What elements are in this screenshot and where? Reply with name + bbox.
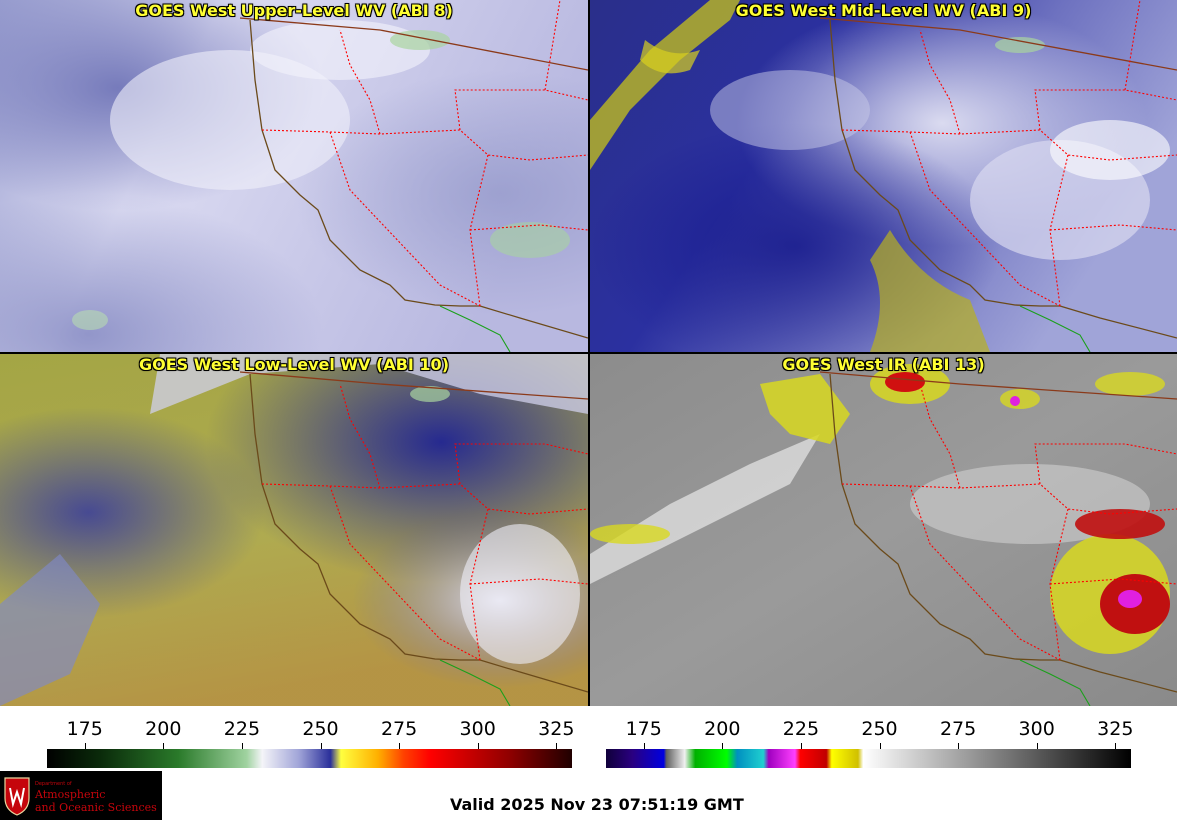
colorbar-tick-label: 175 [66,718,103,740]
colorbar-tick-label: 250 [861,718,898,740]
colorbar-tick-mark [1115,743,1117,749]
colorbar-tick-mark [320,743,322,749]
colorbar-tick-mark [1036,743,1038,749]
colorbar-tick-label: 175 [625,718,662,740]
panel-low-level-wv: GOES West Low-Level WV (ABI 10) [0,354,588,706]
colorbar-tick-label: 200 [704,718,741,740]
valid-time: Valid 2025 Nov 23 07:51:19 GMT [450,795,744,814]
panel-upper-level-wv: GOES West Upper-Level WV (ABI 8) [0,0,588,352]
colorbar-tick-label: 275 [939,718,977,740]
colorbar-tick-label: 225 [782,718,820,740]
panel-divider-horizontal [0,352,1177,354]
panel-title: GOES West Mid-Level WV (ABI 9) [735,1,1032,20]
ir-image [590,354,1177,706]
logo-line-2: Atmospheric and Oceanic Sciences [35,788,157,814]
colorbar-tick-label: 250 [302,718,339,740]
low-level-wv-image [0,354,588,706]
panel-ir: GOES West IR (ABI 13) [590,354,1177,706]
colorbar-tick-label: 300 [459,718,496,740]
colorbar-tick-label: 325 [1097,718,1134,740]
aos-logo: Department of Atmospheric and Oceanic Sc… [0,771,162,820]
colorbar-tick-mark [556,743,558,749]
logo-line-1: Department of [35,781,72,787]
panel-title: GOES West IR (ABI 13) [782,355,985,374]
wv-colorbar: 175 200 225 250 275 300 325 [47,718,575,768]
colorbar-tick-label: 225 [223,718,261,740]
colorbar-tick-mark [958,743,960,749]
uw-crest-icon [4,777,30,816]
panel-mid-level-wv: GOES West Mid-Level WV (ABI 9) [590,0,1177,352]
wv-colorbar-ticks: 175 200 225 250 275 300 325 [47,718,575,749]
colorbar-tick-label: 325 [538,718,575,740]
colorbar-tick-mark [643,743,645,749]
colorbar-tick-label: 300 [1018,718,1055,740]
mid-level-wv-image [590,0,1177,352]
wv-colorbar-gradient [47,749,572,768]
panel-title: GOES West Low-Level WV (ABI 10) [138,355,449,374]
colorbar-tick-mark [399,743,401,749]
colorbar-tick-mark [477,743,479,749]
colorbar-tick-mark [163,743,165,749]
colorbar-tick-mark [879,743,881,749]
ir-colorbar-gradient [606,749,1131,768]
colorbar-tick-label: 200 [145,718,182,740]
upper-level-wv-image [0,0,588,352]
colorbar-tick-mark [800,743,802,749]
colorbar-tick-mark [722,743,724,749]
colorbar-tick-mark [84,743,86,749]
ir-colorbar: 175 200 225 250 275 300 325 [606,718,1134,768]
colorbar-tick-label: 275 [380,718,418,740]
panel-title: GOES West Upper-Level WV (ABI 8) [135,1,453,20]
colorbar-tick-mark [241,743,243,749]
ir-colorbar-ticks: 175 200 225 250 275 300 325 [606,718,1134,749]
